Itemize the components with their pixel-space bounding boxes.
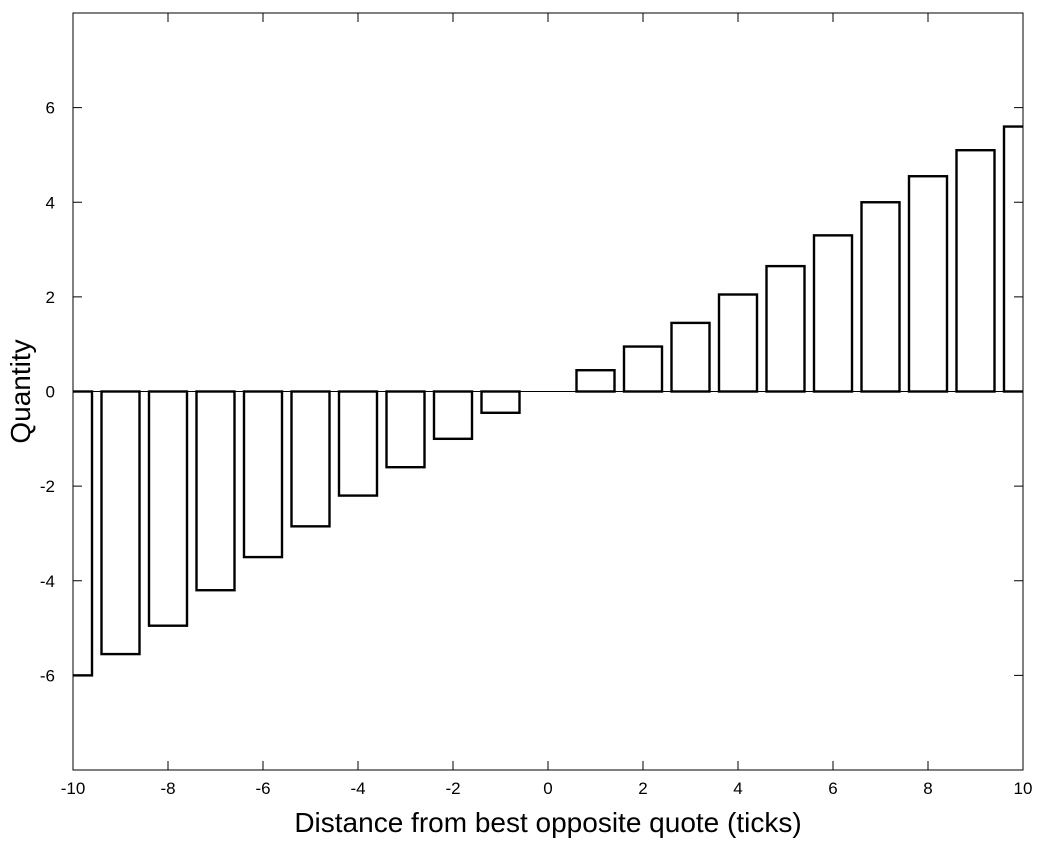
x-tick-label: -6 [255, 779, 270, 798]
y-tick-label: 0 [46, 383, 55, 402]
y-axis-label: Quantity [5, 339, 36, 443]
x-tick-label: 6 [828, 779, 837, 798]
bar [622, 345, 664, 393]
y-tick-label: 4 [46, 193, 55, 212]
x-tick-label: -8 [160, 779, 175, 798]
x-axis-label: Distance from best opposite quote (ticks… [294, 807, 801, 838]
x-ticks: -10 -8 -6 -4 -2 0 2 4 6 8 10 [61, 13, 1033, 798]
bar [147, 390, 189, 627]
x-tick-label: 8 [923, 779, 932, 798]
bar [385, 390, 426, 469]
bar [955, 149, 996, 393]
bar [670, 321, 711, 393]
bar [432, 390, 474, 441]
bar [290, 390, 331, 528]
y-tick-label: 2 [46, 288, 55, 307]
x-tick-label: 10 [1014, 779, 1033, 798]
bar [73, 390, 94, 677]
x-tick-label: -4 [350, 779, 365, 798]
y-tick-label: 6 [46, 99, 55, 118]
x-tick-label: 0 [543, 779, 552, 798]
x-tick-label: -10 [61, 779, 86, 798]
bar [100, 390, 141, 656]
bar [812, 234, 854, 393]
bar [860, 201, 901, 393]
bar [907, 175, 949, 393]
bars [73, 125, 1023, 677]
bar [337, 390, 379, 497]
x-tick-label: 2 [638, 779, 647, 798]
bar [717, 293, 759, 393]
bar [195, 390, 236, 592]
y-tick-label: -6 [40, 666, 55, 685]
x-tick-label: 4 [733, 779, 742, 798]
bar [480, 390, 521, 414]
y-tick-label: -2 [40, 477, 55, 496]
bar [575, 369, 616, 393]
x-tick-label: -2 [445, 779, 460, 798]
bar [242, 390, 284, 559]
y-ticks: -6 -4 -2 0 2 4 6 [40, 99, 1023, 685]
y-tick-label: -4 [40, 572, 55, 591]
bar [1002, 125, 1023, 393]
bar [765, 264, 806, 393]
